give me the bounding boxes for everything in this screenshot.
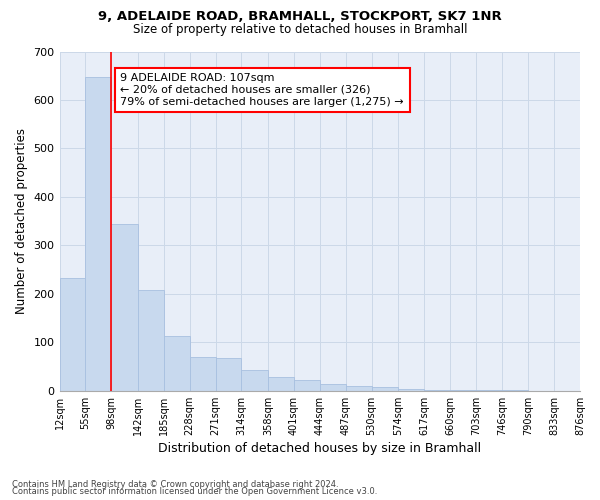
Text: Contains public sector information licensed under the Open Government Licence v3: Contains public sector information licen… bbox=[12, 488, 377, 496]
X-axis label: Distribution of detached houses by size in Bramhall: Distribution of detached houses by size … bbox=[158, 442, 481, 455]
Bar bbox=[424, 390, 450, 391]
Y-axis label: Number of detached properties: Number of detached properties bbox=[15, 128, 28, 314]
Bar bbox=[138, 290, 164, 391]
Text: Contains HM Land Registry data © Crown copyright and database right 2024.: Contains HM Land Registry data © Crown c… bbox=[12, 480, 338, 489]
Bar bbox=[346, 386, 371, 391]
Bar bbox=[241, 370, 268, 391]
Bar bbox=[85, 76, 112, 391]
Text: Size of property relative to detached houses in Bramhall: Size of property relative to detached ho… bbox=[133, 22, 467, 36]
Text: 9, ADELAIDE ROAD, BRAMHALL, STOCKPORT, SK7 1NR: 9, ADELAIDE ROAD, BRAMHALL, STOCKPORT, S… bbox=[98, 10, 502, 23]
Bar bbox=[398, 390, 424, 391]
Bar bbox=[320, 384, 346, 391]
Bar bbox=[294, 380, 320, 391]
Bar bbox=[112, 224, 138, 391]
Bar bbox=[215, 358, 241, 391]
Bar bbox=[268, 377, 294, 391]
Text: 9 ADELAIDE ROAD: 107sqm
← 20% of detached houses are smaller (326)
79% of semi-d: 9 ADELAIDE ROAD: 107sqm ← 20% of detache… bbox=[121, 74, 404, 106]
Bar bbox=[59, 278, 85, 391]
Bar bbox=[190, 357, 215, 391]
Bar bbox=[164, 336, 190, 391]
Bar bbox=[371, 388, 398, 391]
